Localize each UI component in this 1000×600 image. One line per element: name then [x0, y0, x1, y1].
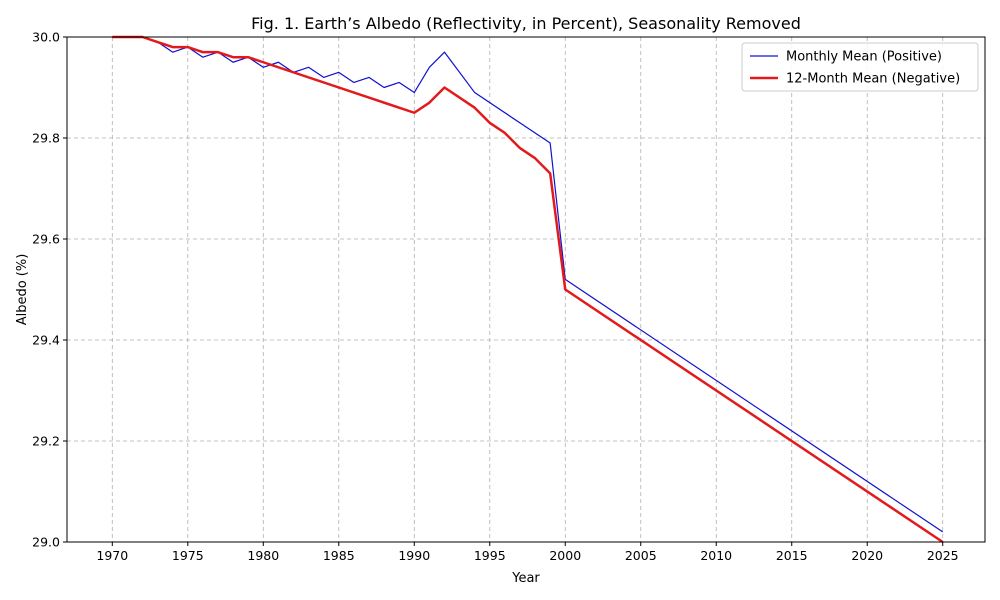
x-tick-label: 2005: [625, 548, 657, 563]
series-lines: [112, 35, 944, 544]
legend-label-1: 12-Month Mean (Negative): [786, 72, 960, 87]
x-axis-ticks: 1970 1975 1980 1985 1990 1995 2000 2005 2010 2015…: [96, 542, 959, 563]
y-tick-label: 30.0: [32, 30, 60, 45]
y-axis-label: Albedo (%): [15, 254, 30, 326]
y-tick-label: 29.8: [32, 131, 60, 146]
x-tick-label: 1970: [96, 548, 128, 563]
legend: Monthly Mean (Positive) 12-Month Mean (Ne…: [741, 42, 979, 92]
chart-title: Fig. 1. Earth’s Albedo (Reflectivity, in…: [251, 14, 801, 33]
y-tick-label: 29.2: [32, 434, 60, 449]
x-axis-label: Year: [511, 571, 540, 586]
x-tick-label: 2015: [776, 548, 808, 563]
y-tick-label: 29.0: [32, 535, 60, 550]
x-tick-label: 1980: [247, 548, 279, 563]
x-tick-label: 1975: [172, 548, 204, 563]
x-tick-label: 2025: [927, 548, 959, 563]
plot-frame: [66, 36, 986, 543]
y-axis-ticks: 29.0 29.2 29.4 29.6 29.8 30.0: [32, 30, 67, 550]
x-tick-label: 2000: [549, 548, 581, 563]
x-tick-label: 1995: [474, 548, 506, 563]
x-tick-label: 2020: [851, 548, 883, 563]
legend-box: [741, 42, 979, 92]
x-tick-label: 2010: [700, 548, 732, 563]
legend-label-0: Monthly Mean (Positive): [786, 50, 942, 65]
grid-lines: [67, 36, 985, 543]
y-tick-label: 29.6: [32, 232, 60, 247]
series-line-0: [112, 36, 944, 533]
series-line-1: [112, 35, 944, 544]
x-tick-label: 1985: [323, 548, 355, 563]
y-tick-label: 29.4: [32, 333, 60, 348]
x-tick-label: 1990: [398, 548, 430, 563]
